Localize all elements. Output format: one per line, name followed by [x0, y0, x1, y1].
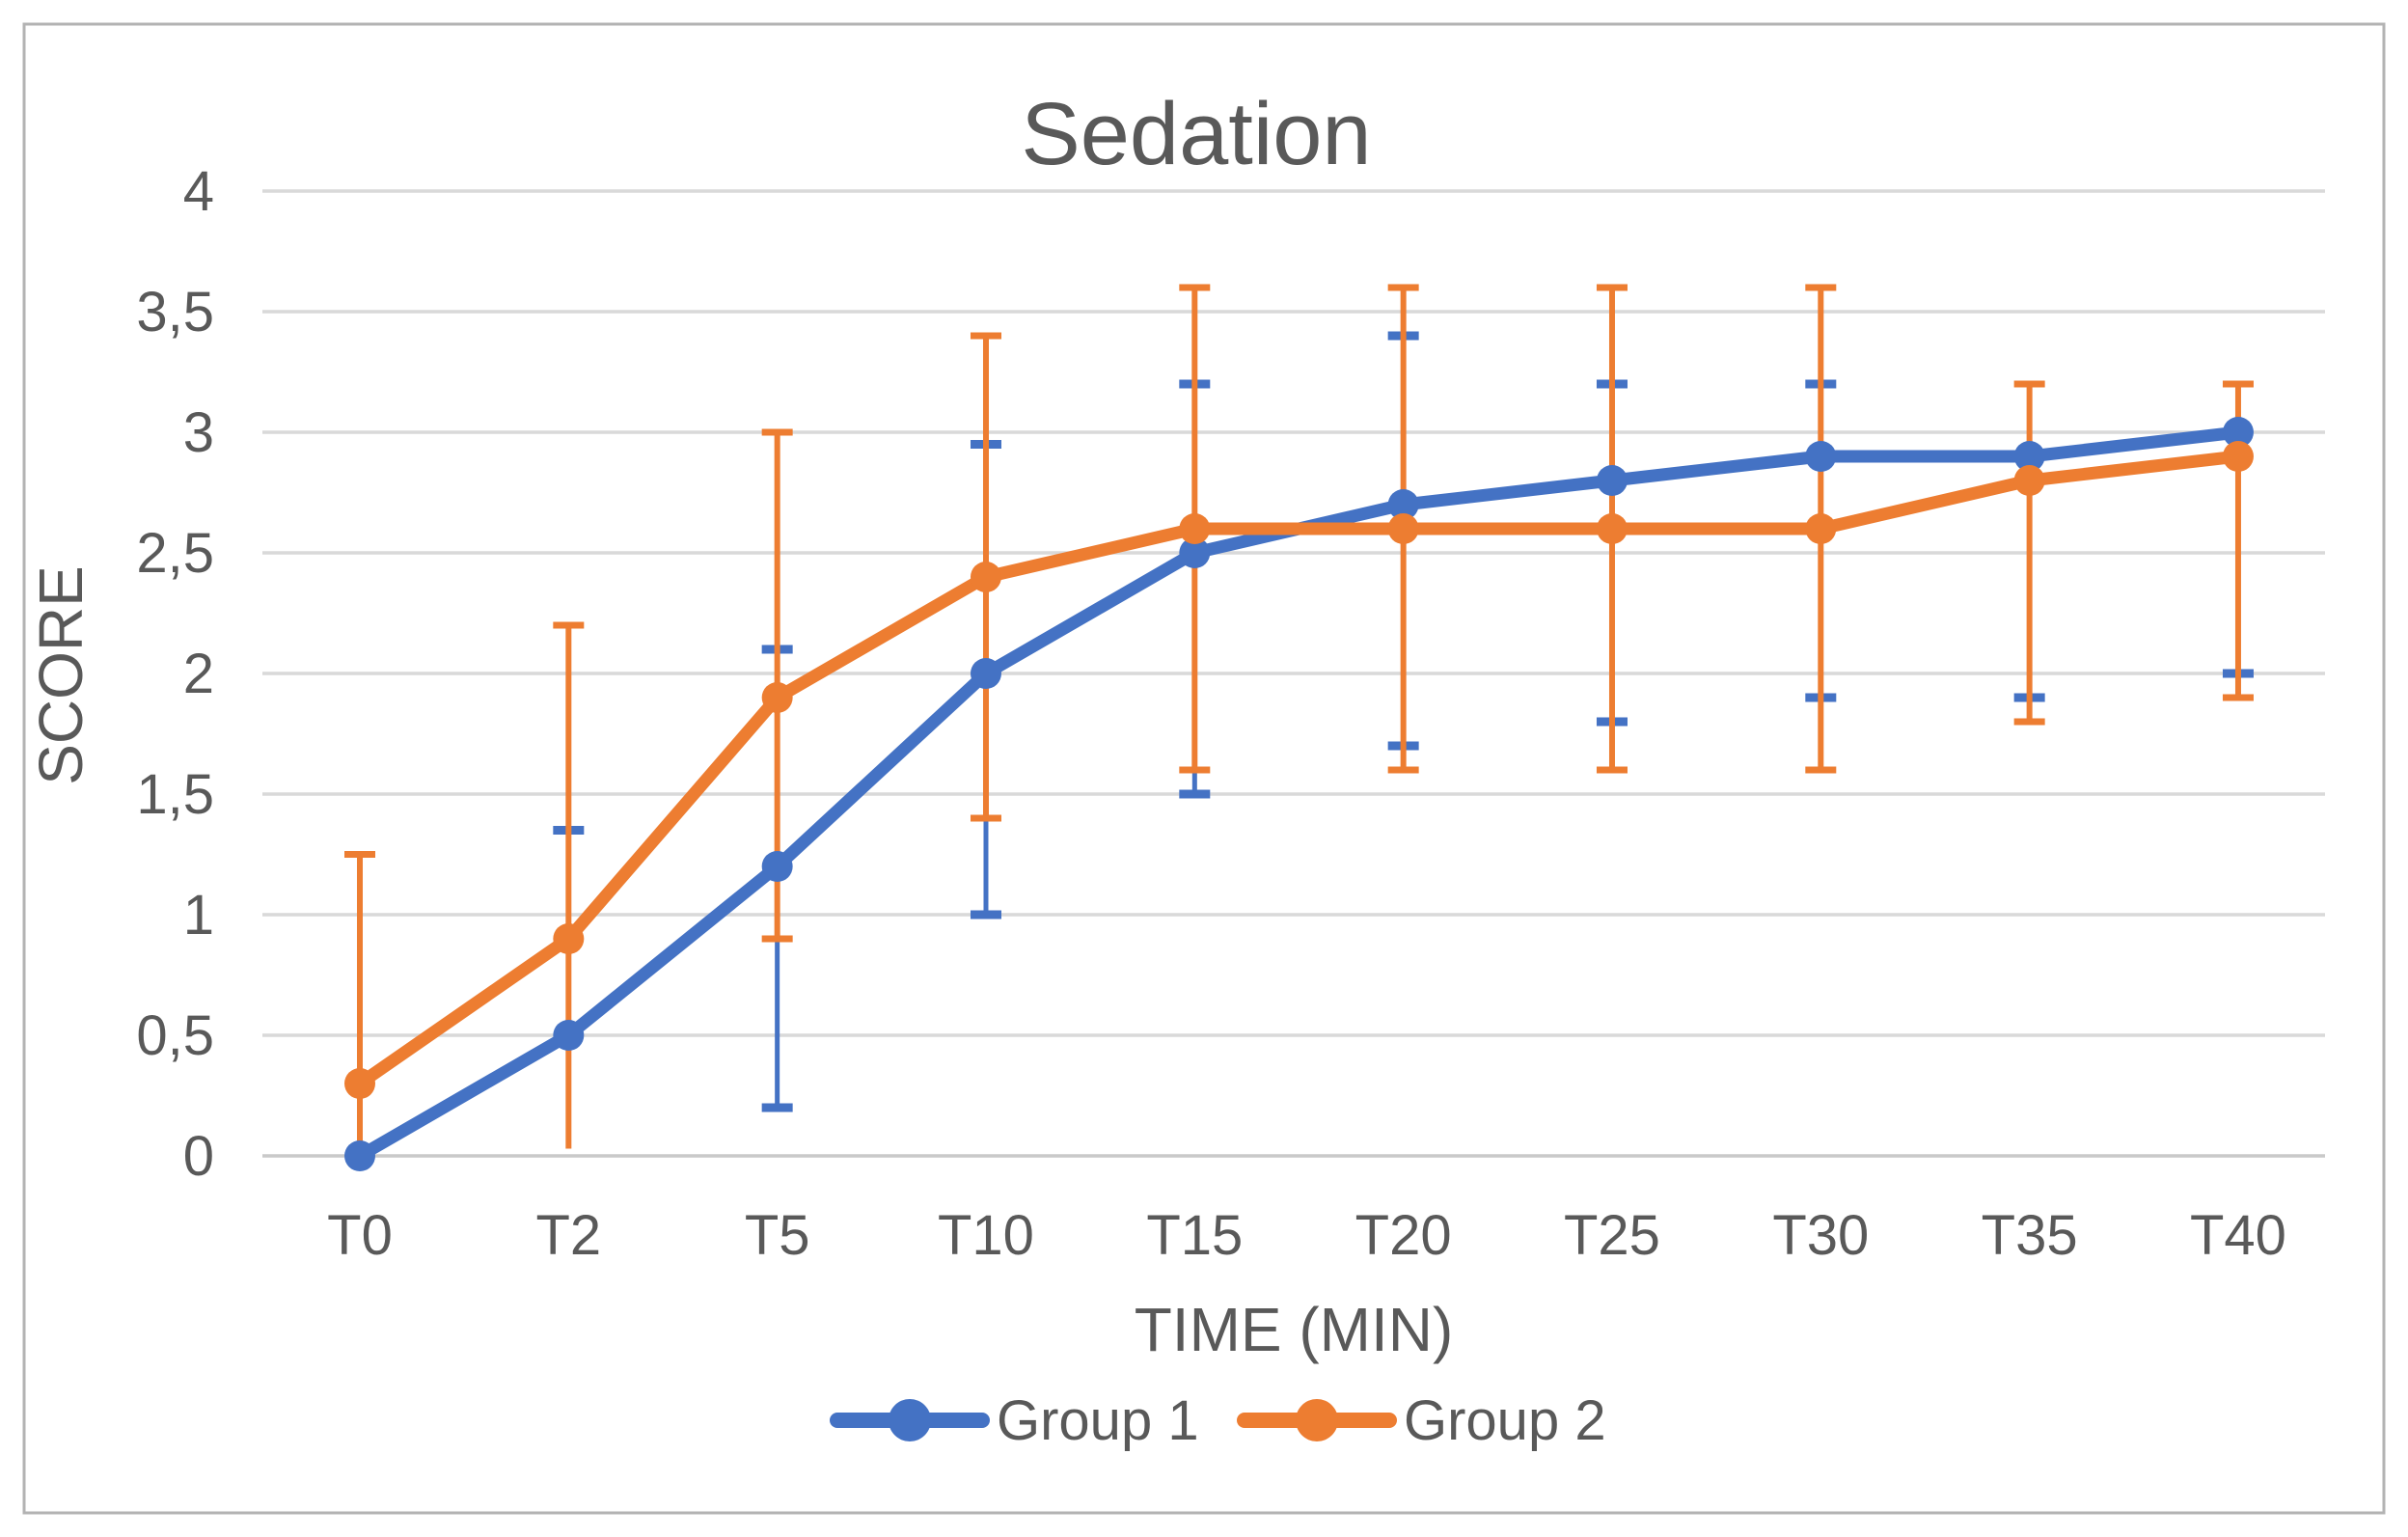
- group2-marker: [553, 923, 585, 954]
- group2-marker: [344, 1068, 375, 1099]
- y-tick-label: 1: [183, 884, 214, 947]
- legend-label-group2: Group 2: [1404, 1389, 1606, 1452]
- legend-sample-marker-group1: [889, 1399, 931, 1441]
- group1-marker: [1179, 537, 1211, 568]
- x-tick-label: T25: [1564, 1204, 1660, 1267]
- group1-marker: [970, 658, 1001, 689]
- y-tick-label: 0,5: [136, 1004, 214, 1067]
- group1-marker: [2222, 417, 2254, 448]
- group2-marker: [1805, 513, 1837, 544]
- group1-marker: [1596, 465, 1628, 496]
- x-tick-label: T35: [1982, 1204, 2078, 1267]
- group2-marker: [1387, 513, 1419, 544]
- x-tick-label: T5: [745, 1204, 810, 1267]
- x-tick-label: T40: [2190, 1204, 2286, 1267]
- group2-marker: [761, 682, 793, 713]
- group1-marker: [1387, 489, 1419, 520]
- group2-marker: [2222, 441, 2254, 472]
- group2-line: [353, 450, 2245, 1090]
- y-tick-label: 4: [183, 160, 214, 223]
- group1-marker: [553, 1020, 585, 1051]
- group2-marker: [2013, 465, 2045, 496]
- chart-title: Sedation: [1021, 85, 1371, 183]
- y-axis-title: SCORE: [26, 565, 96, 785]
- y-tick-label: 3: [183, 401, 214, 464]
- figure-border: [22, 22, 2386, 1515]
- group2-marker: [1179, 513, 1211, 544]
- x-tick-label: T30: [1772, 1204, 1869, 1267]
- x-tick-label: T20: [1355, 1204, 1452, 1267]
- y-tick-label: 2: [183, 643, 214, 705]
- y-tick-label: 3,5: [136, 281, 214, 343]
- y-tick-label: 1,5: [136, 763, 214, 826]
- group1-marker: [344, 1140, 375, 1171]
- group2-marker: [1596, 513, 1628, 544]
- x-tick-label: T0: [327, 1204, 393, 1267]
- x-tick-label: T2: [535, 1204, 601, 1267]
- x-tick-label: T15: [1146, 1204, 1243, 1267]
- x-tick-label: T10: [938, 1204, 1034, 1267]
- group1-marker: [1805, 441, 1837, 472]
- y-tick-label: 0: [183, 1125, 214, 1188]
- group2-marker: [970, 562, 1001, 592]
- legend-label-group1: Group 1: [997, 1389, 1199, 1452]
- legend-sample-marker-group2: [1296, 1399, 1338, 1441]
- group1-marker: [2013, 441, 2045, 472]
- y-tick-label: 2,5: [136, 522, 214, 585]
- x-axis-title: TIME (MIN): [1135, 1295, 1454, 1364]
- group1-marker: [761, 851, 793, 882]
